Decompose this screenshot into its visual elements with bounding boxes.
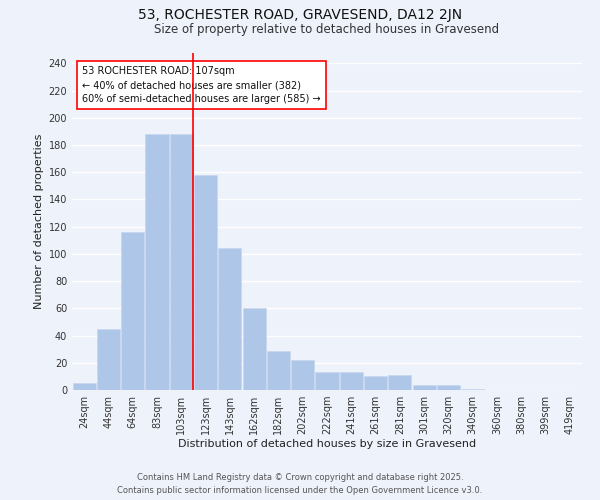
Bar	[218, 248, 241, 390]
Bar	[340, 372, 363, 390]
Bar	[121, 232, 144, 390]
Y-axis label: Number of detached properties: Number of detached properties	[34, 134, 44, 309]
Bar	[97, 329, 120, 390]
Text: 53, ROCHESTER ROAD, GRAVESEND, DA12 2JN: 53, ROCHESTER ROAD, GRAVESEND, DA12 2JN	[138, 8, 462, 22]
Bar	[291, 360, 314, 390]
Text: Contains HM Land Registry data © Crown copyright and database right 2025.
Contai: Contains HM Land Registry data © Crown c…	[118, 474, 482, 495]
Bar	[461, 388, 484, 390]
Title: Size of property relative to detached houses in Gravesend: Size of property relative to detached ho…	[154, 23, 500, 36]
Bar	[73, 383, 95, 390]
Bar	[413, 384, 436, 390]
Bar	[437, 384, 460, 390]
X-axis label: Distribution of detached houses by size in Gravesend: Distribution of detached houses by size …	[178, 438, 476, 448]
Bar	[145, 134, 169, 390]
Bar	[316, 372, 338, 390]
Bar	[364, 376, 387, 390]
Bar	[170, 134, 193, 390]
Bar	[388, 375, 412, 390]
Bar	[267, 350, 290, 390]
Text: 53 ROCHESTER ROAD: 107sqm
← 40% of detached houses are smaller (382)
60% of semi: 53 ROCHESTER ROAD: 107sqm ← 40% of detac…	[82, 66, 321, 104]
Bar	[242, 308, 266, 390]
Bar	[194, 175, 217, 390]
